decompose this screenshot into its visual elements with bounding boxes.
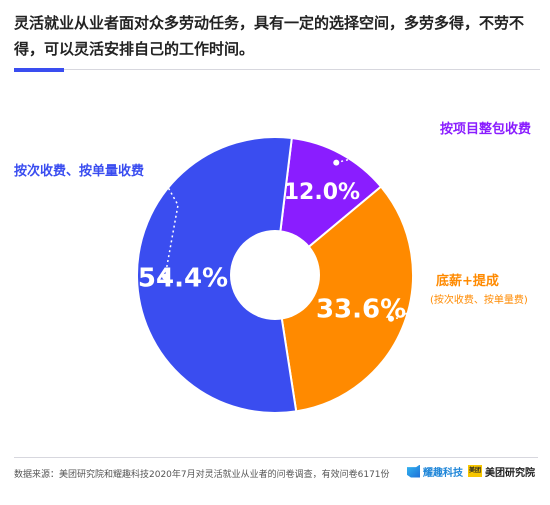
category-label-2: 底薪+提成	[436, 273, 499, 289]
value-label-1: 12.0%	[284, 180, 360, 205]
slice-3	[136, 136, 298, 414]
leader-dot-1	[333, 159, 340, 166]
leader-lines-layer	[162, 127, 433, 322]
source-note: 数据来源：美团研究院和耀趣科技2020年7月对灵活就业从业者的问卷调查，有效问卷…	[14, 470, 390, 480]
chart-heading: 灵活就业从业者面对众多劳动任务，具有一定的选择空间，多劳多得，不劳不得，可以灵活…	[14, 14, 525, 58]
leader-dot-2	[388, 315, 395, 322]
yaoqu-logo-icon	[407, 464, 420, 478]
leader-dot-3	[162, 273, 169, 280]
logo-meituan-text: 美团研究院	[485, 467, 535, 479]
value-label-2: 33.6%	[316, 294, 406, 324]
category-sublabel-2: (按次收费、按单量费)	[430, 293, 528, 306]
logo-yaoqu: 耀趣科技	[407, 463, 463, 479]
category-label-1: 按项目整包收费	[440, 121, 531, 137]
value-label-3: 54.4%	[138, 263, 228, 293]
footer-divider	[14, 457, 538, 458]
donut-hole	[230, 230, 320, 320]
logo-yaoqu-text: 耀趣科技	[423, 467, 463, 479]
slice-2	[273, 185, 414, 413]
heading-accent-bar	[14, 68, 64, 72]
category-label-3: 按次收费、按单量收费	[14, 163, 144, 179]
leader-line-1	[336, 127, 433, 164]
meituan-logo-icon: 美团	[468, 465, 482, 477]
leader-line-3	[164, 181, 179, 277]
logo-meituan: 美团 美团研究院	[468, 463, 535, 479]
heading-divider	[64, 69, 540, 70]
